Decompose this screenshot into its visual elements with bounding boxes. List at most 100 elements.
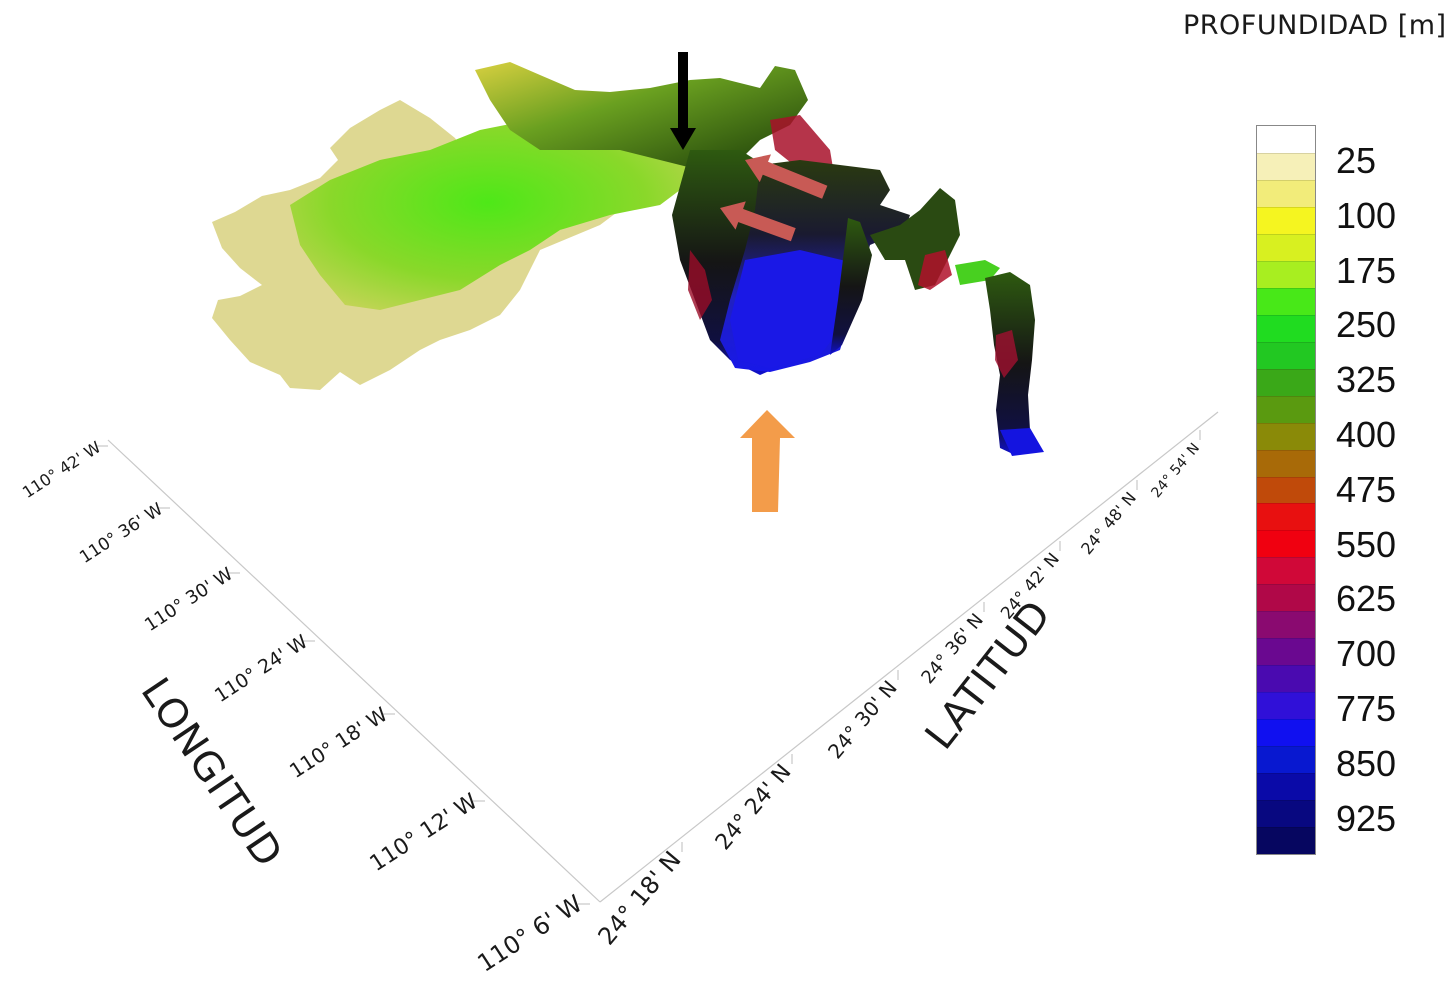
colorbar-label: 400 — [1336, 414, 1397, 455]
colorbar-label: 100 — [1336, 194, 1397, 236]
latitude-tick-label: 24° 30' N — [823, 676, 902, 763]
colorbar-divider — [1257, 152, 1315, 154]
colorbar-segment — [1257, 314, 1315, 343]
colorbar-segment — [1257, 341, 1315, 370]
colorbar-divider — [1257, 422, 1315, 424]
depth-colorbar — [1256, 125, 1316, 855]
colorbar-segment — [1257, 665, 1315, 693]
colorbar-label: 25 — [1336, 140, 1377, 181]
colorbar-divider — [1257, 530, 1315, 532]
axes-frame — [107, 411, 1219, 903]
colorbar-label: 475 — [1336, 468, 1397, 510]
colorbar-divider — [1257, 341, 1315, 343]
colorbar-segment — [1257, 152, 1315, 181]
colorbar-divider — [1257, 665, 1315, 667]
colorbar-divider — [1257, 611, 1315, 613]
latitude-axis-line — [599, 411, 1219, 903]
colorbar-label: 700 — [1336, 633, 1397, 675]
colorbar-divider — [1257, 503, 1315, 505]
tick-marks — [96, 430, 1201, 905]
colorbar-divider — [1257, 800, 1315, 802]
colorbar-segment — [1257, 800, 1315, 828]
red-arrow-lower — [720, 201, 796, 242]
longitude-axis-title: LONGITUD — [132, 670, 292, 876]
trench-red-slope-2 — [688, 250, 712, 320]
colorbar-segment — [1257, 584, 1315, 612]
colorbar-label: 250 — [1336, 304, 1397, 346]
colorbar-segment — [1257, 395, 1315, 424]
colorbar-segment — [1257, 827, 1315, 855]
latitude-tick-label: 24° 18' N — [593, 846, 687, 950]
colorbar-divider — [1257, 233, 1315, 235]
latitude-tick-label: 24° 24' N — [711, 760, 797, 855]
colorbar-segment — [1257, 530, 1315, 558]
colorbar-divider — [1257, 557, 1315, 559]
deep-basin-floor — [730, 250, 850, 368]
colorbar-segment — [1257, 287, 1315, 316]
colorbar-segment — [1257, 719, 1315, 747]
annotation-arrows — [670, 52, 828, 512]
colorbar-segment — [1257, 557, 1315, 585]
canyon-red — [995, 330, 1018, 378]
longitude-axis-line — [107, 439, 601, 903]
colorbar-divider — [1257, 638, 1315, 640]
longitude-tick-label: 110° 18' W — [285, 702, 392, 783]
colorbar-segment — [1257, 422, 1315, 451]
colorbar-label: 925 — [1336, 797, 1397, 839]
colorbar-divider — [1257, 287, 1315, 289]
colorbar-segment — [1257, 746, 1315, 774]
colorbar-divider — [1257, 692, 1315, 694]
latitude-tick-labels: 24° 18' N24° 24' N24° 30' N24° 36' N24° … — [593, 440, 1203, 950]
north-ridge — [475, 62, 808, 170]
colorbar-label: 325 — [1336, 359, 1397, 401]
colorbar-segment — [1257, 260, 1315, 289]
colorbar-label: 625 — [1336, 578, 1397, 620]
latitude-tick-label: 24° 54' N — [1148, 440, 1203, 501]
longitude-tick-label: 110° 12' W — [366, 789, 483, 877]
colorbar-label: 175 — [1336, 249, 1397, 291]
legend-title: PROFUNDIDAD [m] — [1183, 10, 1447, 41]
bathymetry-surface — [212, 62, 1044, 456]
colorbar-segment — [1257, 368, 1315, 397]
colorbar-label: 550 — [1336, 523, 1397, 565]
colorbar-segment — [1257, 476, 1315, 504]
colorbar-divider — [1257, 314, 1315, 316]
longitude-tick-label: 110° 24' W — [211, 631, 312, 707]
colorbar-segment — [1257, 449, 1315, 477]
colorbar-segment — [1257, 692, 1315, 720]
longitude-tick-label: 110° 36' W — [76, 499, 167, 568]
spur-peak — [830, 218, 872, 355]
colorbar-segment — [1257, 638, 1315, 666]
colorbar-segment — [1257, 206, 1315, 235]
red-arrow-upper — [745, 154, 828, 199]
colorbar-segment — [1257, 126, 1315, 154]
longitude-tick-label: 110° 6' W — [472, 890, 587, 978]
colorbar-divider — [1257, 179, 1315, 181]
longitude-tick-label: 110° 42' W — [19, 437, 104, 502]
colorbar-divider — [1257, 476, 1315, 478]
colorbar-segment — [1257, 179, 1315, 208]
colorbar-divider — [1257, 449, 1315, 451]
colorbar-divider — [1257, 827, 1315, 829]
colorbar-divider — [1257, 719, 1315, 721]
east-ridge-red — [918, 250, 952, 290]
canyon-mouth — [1000, 428, 1044, 456]
colorbar-divider — [1257, 260, 1315, 262]
colorbar-divider — [1257, 395, 1315, 397]
colorbar-segment — [1257, 773, 1315, 801]
colorbar-segment — [1257, 233, 1315, 262]
longitude-tick-label: 110° 30' W — [141, 563, 237, 635]
colorbar-divider — [1257, 746, 1315, 748]
colorbar-label: 850 — [1336, 742, 1397, 784]
colorbar-segment — [1257, 611, 1315, 639]
colorbar-divider — [1257, 773, 1315, 775]
colorbar-divider — [1257, 368, 1315, 370]
black-arrow — [670, 52, 696, 150]
orange-arrow — [740, 410, 795, 512]
colorbar-label: 775 — [1336, 688, 1397, 729]
colorbar-segment — [1257, 503, 1315, 531]
colorbar-divider — [1257, 584, 1315, 586]
colorbar-divider — [1257, 206, 1315, 208]
